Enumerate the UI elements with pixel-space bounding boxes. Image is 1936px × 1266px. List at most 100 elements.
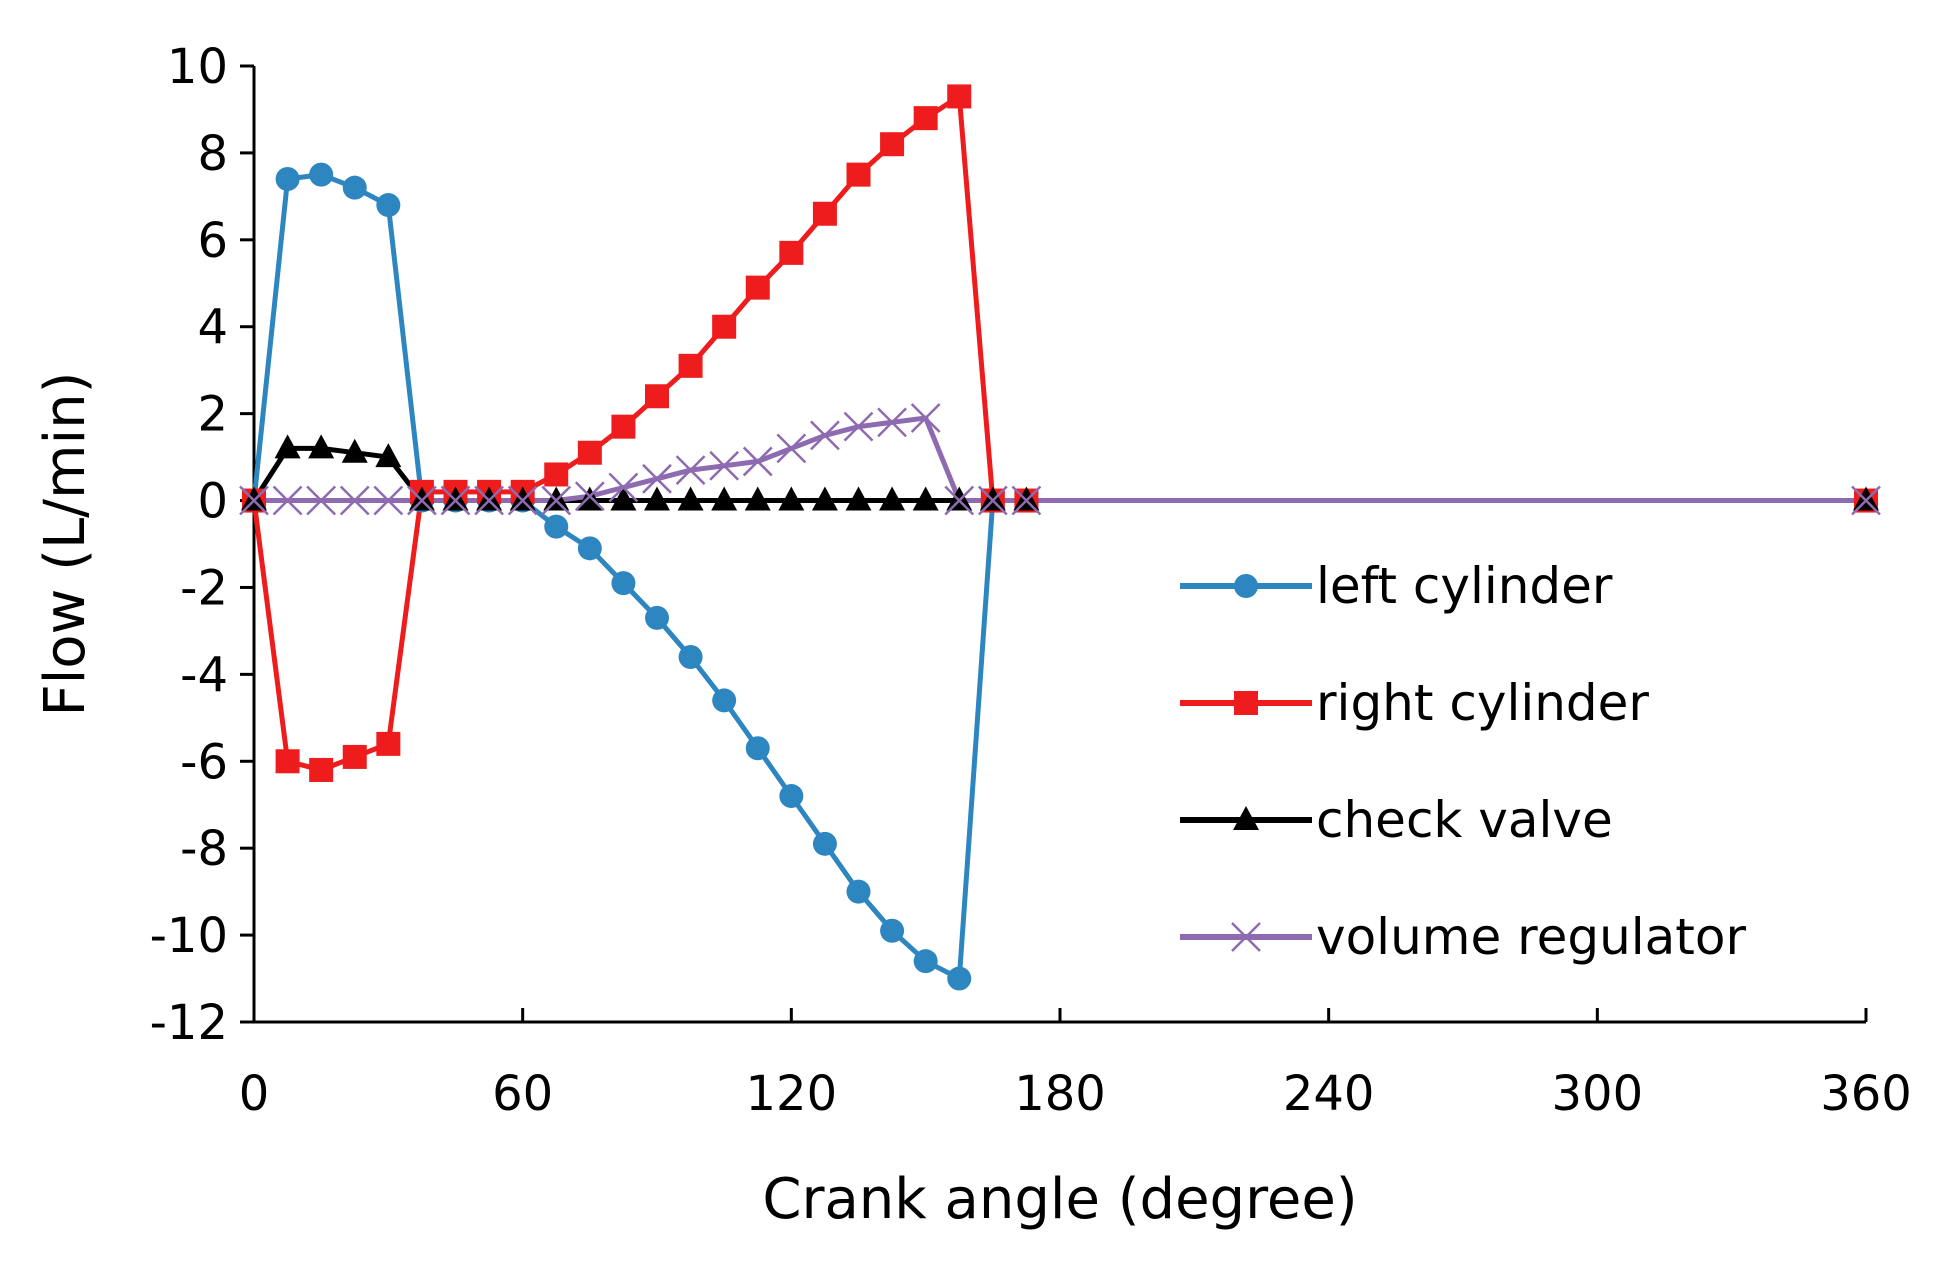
data-point-right-cylinder: [913, 106, 938, 131]
data-point-volume-regulator: [742, 446, 773, 477]
data-point-volume-regulator: [574, 481, 605, 512]
y-tick-label: -10: [150, 908, 228, 964]
legend-label-volume-regulator: volume regulator: [1316, 908, 1746, 966]
data-point-check-valve: [442, 486, 469, 511]
data-point-check-valve: [610, 486, 637, 511]
data-point-check-valve: [912, 486, 939, 511]
data-point-left-cylinder: [544, 514, 569, 539]
data-point-volume-regulator: [1011, 485, 1042, 516]
data-point-right-cylinder: [947, 84, 972, 109]
x-tick-label: 240: [1283, 1066, 1375, 1122]
data-point-volume-regulator: [608, 472, 639, 503]
data-point-right-cylinder: [544, 462, 569, 487]
data-point-volume-regulator: [474, 485, 504, 516]
y-tick-label: 4: [197, 300, 228, 356]
data-point-left-cylinder: [779, 784, 804, 809]
data-point-volume-regulator: [810, 420, 840, 451]
data-point-right-cylinder: [880, 132, 905, 157]
data-point-left-cylinder: [678, 644, 703, 669]
data-point-volume-regulator: [507, 485, 538, 516]
data-point-check-valve: [811, 486, 838, 511]
data-point-check-valve: [979, 486, 1006, 511]
series-line-right-cylinder: [251, 93, 1866, 773]
x-tick-label: 360: [1820, 1066, 1912, 1122]
data-point-check-valve: [543, 486, 570, 511]
y-tick-label: -6: [180, 734, 228, 790]
data-point-check-valve: [408, 486, 435, 511]
data-point-check-valve: [1853, 486, 1879, 511]
data-point-left-cylinder: [611, 571, 636, 596]
legend: left cylinder right cylinder check valve vo…: [1180, 557, 1746, 966]
x-axis-title: Crank angle (degree): [762, 1167, 1357, 1232]
data-point-check-valve: [509, 486, 536, 511]
x-tick-label: 180: [1014, 1066, 1106, 1122]
data-point-left-cylinder: [275, 166, 300, 191]
data-point-left-cylinder: [947, 966, 972, 991]
legend-label-check-valve: check valve: [1316, 791, 1613, 849]
data-point-check-valve: [711, 486, 738, 511]
data-point-left-cylinder: [309, 162, 334, 187]
data-point-volume-regulator: [642, 463, 672, 494]
data-point-volume-regulator: [306, 485, 337, 516]
data-point-left-cylinder: [645, 605, 669, 630]
data-point-left-cylinder: [376, 193, 401, 218]
data-point-volume-regulator: [675, 455, 706, 486]
data-point-volume-regulator: [1851, 485, 1881, 516]
data-point-check-valve: [744, 486, 771, 511]
data-point-right-cylinder: [645, 384, 669, 409]
data-point-left-cylinder: [745, 736, 770, 761]
data-point-check-valve: [845, 486, 872, 511]
y-tick-label: 6: [197, 213, 228, 269]
data-point-volume-regulator: [541, 485, 572, 516]
legend-marker-check-valve: [1233, 806, 1259, 830]
data-point-volume-regulator: [373, 485, 404, 516]
data-point-left-cylinder: [880, 918, 905, 943]
legend-label-right-cylinder: right cylinder: [1316, 674, 1649, 732]
legend-marker-left-cylinder: [1234, 574, 1258, 598]
x-tick-label: 300: [1552, 1066, 1644, 1122]
data-point-check-valve: [308, 434, 335, 459]
data-point-check-valve: [341, 438, 368, 463]
legend-marker-volume-regulator: [1231, 922, 1261, 952]
y-tick-label: 10: [167, 39, 228, 95]
y-tick-label: -4: [180, 647, 228, 703]
data-point-volume-regulator: [239, 485, 269, 516]
data-point-left-cylinder: [577, 536, 602, 561]
data-point-check-valve: [644, 486, 670, 511]
x-tick-label: 0: [239, 1066, 270, 1122]
data-point-check-valve: [677, 486, 704, 511]
data-point-volume-regulator: [944, 485, 975, 516]
x-tick-label: 60: [492, 1066, 553, 1122]
y-tick-label: 0: [197, 474, 228, 530]
data-point-left-cylinder: [913, 949, 938, 974]
data-point-check-valve: [946, 486, 973, 511]
data-point-volume-regulator: [877, 407, 907, 438]
y-tick-label: -2: [180, 560, 228, 616]
data-point-left-cylinder: [712, 688, 737, 713]
x-tick-label: 120: [746, 1066, 838, 1122]
data-point-check-valve: [879, 486, 906, 511]
data-point-right-cylinder: [712, 314, 737, 339]
data-point-right-cylinder: [611, 414, 636, 439]
data-point-check-valve: [778, 486, 805, 511]
data-point-volume-regulator: [910, 403, 941, 433]
data-point-volume-regulator: [440, 485, 471, 516]
legend-label-left-cylinder: left cylinder: [1316, 557, 1613, 615]
data-point-check-valve: [274, 434, 301, 459]
data-point-right-cylinder: [745, 275, 770, 300]
data-point-right-cylinder: [846, 162, 871, 187]
marker-layer: [239, 84, 1881, 991]
data-point-left-cylinder: [342, 175, 367, 200]
data-point-right-cylinder: [309, 757, 334, 782]
data-point-right-cylinder: [275, 749, 300, 774]
y-tick-label: -8: [180, 821, 228, 877]
data-point-volume-regulator: [407, 485, 437, 516]
data-point-check-valve: [576, 486, 603, 511]
data-point-check-valve: [1013, 486, 1040, 511]
y-tick-label: -12: [150, 995, 228, 1051]
data-point-right-cylinder: [342, 744, 367, 769]
data-point-check-valve: [375, 443, 402, 468]
data-point-right-cylinder: [376, 731, 401, 756]
data-point-left-cylinder: [812, 831, 837, 856]
